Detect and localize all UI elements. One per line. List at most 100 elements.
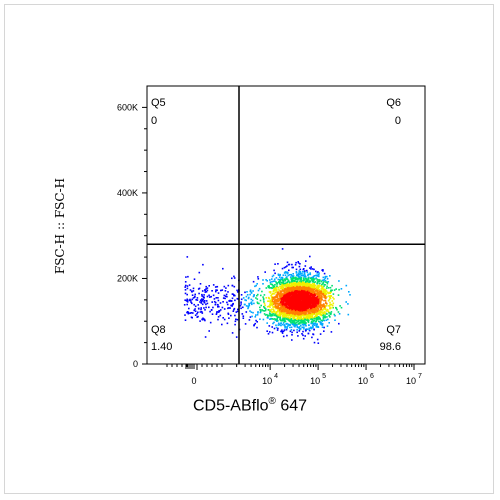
event-dot [332, 293, 335, 295]
event-dot [307, 313, 310, 315]
event-dot [345, 301, 347, 303]
event-dot [278, 312, 281, 315]
event-dot [196, 312, 198, 315]
event-dot [311, 295, 313, 297]
event-dot [285, 306, 287, 308]
event-dot [281, 320, 283, 322]
event-dot [234, 314, 236, 317]
event-dot [323, 316, 325, 318]
event-dot [285, 298, 287, 300]
event-dot [308, 327, 310, 330]
event-dot [318, 284, 320, 287]
event-dot [321, 283, 323, 286]
event-dot [305, 289, 307, 292]
event-dot [304, 299, 307, 301]
event-dot [319, 290, 322, 293]
event-dot [251, 315, 253, 318]
event-dot [304, 318, 307, 321]
event-dot [273, 285, 276, 288]
event-dot [325, 293, 328, 295]
event-dot [307, 310, 310, 312]
event-dot [306, 317, 309, 319]
event-dot [319, 279, 321, 281]
event-dot [348, 291, 350, 293]
event-dot [308, 282, 310, 285]
event-dot [263, 294, 266, 296]
event-dot [275, 295, 277, 298]
event-dot [253, 294, 255, 296]
event-dot [307, 309, 310, 311]
event-dot [262, 296, 264, 298]
event-dot [200, 302, 203, 304]
event-dot [319, 306, 322, 308]
event-dot [295, 282, 297, 285]
event-dot [291, 277, 293, 279]
event-dot [314, 294, 316, 297]
event-dot [214, 301, 217, 304]
event-dot [247, 297, 250, 300]
event-dot [271, 308, 273, 310]
event-dot [201, 298, 203, 300]
event-dot [267, 333, 270, 335]
event-dot [309, 294, 311, 296]
event-dot [203, 318, 205, 320]
event-dot [297, 300, 299, 302]
event-dot [254, 285, 256, 288]
event-dot [255, 284, 257, 287]
event-dot [285, 288, 287, 291]
event-dot [275, 290, 277, 292]
event-dot [320, 311, 322, 314]
event-dot [311, 310, 313, 313]
event-dot [309, 296, 311, 298]
event-dot [217, 306, 219, 308]
event-dot [271, 296, 274, 299]
event-dot [315, 296, 318, 299]
event-dot [288, 290, 291, 292]
event-dot [290, 273, 293, 276]
event-dot [201, 293, 203, 296]
event-dot [306, 284, 308, 286]
event-dot [311, 293, 314, 296]
event-dot [309, 267, 311, 269]
event-dot [296, 308, 298, 310]
event-dot [297, 301, 299, 304]
event-dot [297, 322, 300, 324]
event-dot [296, 320, 299, 322]
event-dot [230, 314, 232, 317]
event-dot [184, 314, 186, 316]
event-dot [324, 292, 326, 295]
event-dot [282, 307, 284, 309]
event-dot [285, 284, 287, 286]
event-dot [308, 300, 310, 303]
event-dot [301, 314, 303, 317]
event-dot [329, 312, 332, 315]
event-dot [292, 323, 295, 325]
event-dot [314, 278, 316, 280]
event-dot [305, 301, 307, 303]
event-dot [267, 300, 269, 302]
event-dot [310, 300, 313, 302]
event-dot [308, 328, 310, 331]
event-dot [308, 308, 311, 311]
event-dot [307, 293, 309, 296]
event-dot [287, 284, 290, 286]
event-dot [280, 286, 283, 288]
quadrant-percent-q5: 0 [151, 115, 157, 127]
event-dot [254, 322, 256, 325]
event-dot [275, 302, 278, 305]
event-dot [285, 310, 288, 313]
y-tick-label: 200K [117, 273, 138, 283]
event-dot [269, 299, 272, 302]
event-dot [310, 327, 313, 330]
event-dot [298, 286, 301, 288]
event-dot [312, 297, 314, 299]
event-dot [202, 263, 204, 266]
event-dot [320, 306, 323, 309]
event-dot [306, 297, 309, 300]
event-dot [300, 308, 302, 311]
event-dot [257, 276, 259, 278]
event-dot [282, 305, 285, 308]
event-dot [303, 307, 306, 309]
event-dot [272, 306, 274, 308]
event-dot [276, 299, 279, 301]
